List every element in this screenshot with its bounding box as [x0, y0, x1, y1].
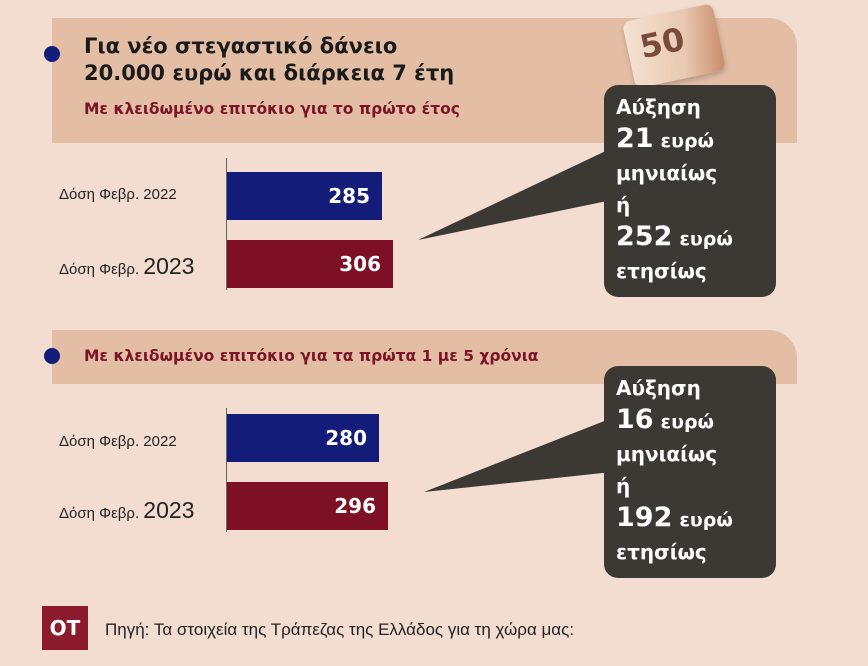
category-prefix: Δόση Φεβρ.: [59, 433, 140, 450]
callout-monthly-label: μηνιαίως: [616, 161, 718, 185]
callout-yearly-label: ετησίως: [616, 540, 707, 564]
bar-value-label: 306: [339, 252, 381, 276]
callout-monthly-amount: 16 ευρώ: [616, 404, 776, 438]
chart-2-callout: Αύξηση 16 ευρώ μηνιαίως ή 192 ευρώ ετησί…: [604, 366, 776, 578]
title-line-1: Για νέο στεγαστικό δάνειο: [84, 34, 398, 58]
bar-value-label: 285: [328, 184, 370, 208]
chart-1-subtitle: Με κλειδωμένο επιτόκιο για το πρώτο έτος: [84, 100, 460, 118]
monthly-unit: ευρώ: [660, 411, 715, 433]
page-title: Για νέο στεγαστικό δάνειο 20.000 ευρώ κα…: [84, 33, 454, 87]
category-year: 2023: [143, 253, 195, 279]
category-year: 2022: [143, 433, 177, 450]
brand-logo: ΟΤ: [42, 606, 88, 650]
bullet-dot-icon: [44, 348, 60, 364]
chart-2-bar-2022: 280: [227, 414, 379, 462]
chart-1-category-0: Δόση Φεβρ. 2022: [59, 186, 177, 203]
title-line-2: 20.000 ευρώ και διάρκεια 7 έτη: [84, 61, 455, 85]
chart-2-category-0: Δόση Φεβρ. 2022: [59, 433, 177, 450]
callout-yearly-label: ετησίως: [616, 259, 707, 283]
chart-1-bar-2022: 285: [227, 172, 382, 220]
chart-2-subtitle: Με κλειδωμένο επιτόκιο για τα πρώτα 1 με…: [84, 347, 539, 365]
category-prefix: Δόση Φεβρ.: [59, 186, 140, 203]
yearly-unit: ευρώ: [679, 509, 733, 531]
chart-1-axis: [226, 158, 227, 290]
callout-yearly-amount: 192 ευρώ: [616, 502, 776, 536]
chart-2-bar-2023: 296: [227, 482, 388, 530]
callout-monthly-label: μηνιαίως: [616, 442, 718, 466]
callout-or: ή: [616, 193, 631, 217]
yearly-value: 252: [616, 221, 673, 252]
source-note: Πηγή: Τα στοιχεία της Τράπεζας της Ελλάδ…: [105, 620, 575, 639]
callout-1-pointer: [418, 148, 612, 240]
chart-2-category-1: Δόση Φεβρ. 2023: [59, 497, 194, 524]
yearly-unit: ευρώ: [679, 228, 733, 250]
chart-1-callout: Αύξηση 21 ευρώ μηνιαίως ή 252 ευρώ ετησί…: [604, 85, 776, 297]
monthly-value: 21: [616, 123, 654, 154]
yearly-value: 192: [616, 502, 673, 533]
monthly-unit: ευρώ: [660, 130, 715, 152]
chart-1-category-1: Δόση Φεβρ. 2023: [59, 253, 194, 280]
category-prefix: Δόση Φεβρ.: [59, 261, 140, 278]
callout-increase-label: Αύξηση: [616, 95, 701, 119]
category-year: 2023: [143, 497, 195, 523]
callout-or: ή: [616, 474, 631, 498]
callout-yearly-amount: 252 ευρώ: [616, 221, 776, 255]
monthly-value: 16: [616, 404, 654, 435]
chart-2-axis: [226, 408, 227, 532]
category-year: 2022: [143, 186, 177, 203]
bullet-dot-icon: [44, 46, 60, 62]
callout-2-pointer: [424, 418, 612, 492]
category-prefix: Δόση Φεβρ.: [59, 505, 140, 522]
chart-1-bar-2023: 306: [227, 240, 393, 288]
callout-monthly-amount: 21 ευρώ: [616, 123, 776, 157]
bar-value-label: 296: [334, 494, 376, 518]
bar-value-label: 280: [325, 426, 367, 450]
callout-increase-label: Αύξηση: [616, 376, 701, 400]
